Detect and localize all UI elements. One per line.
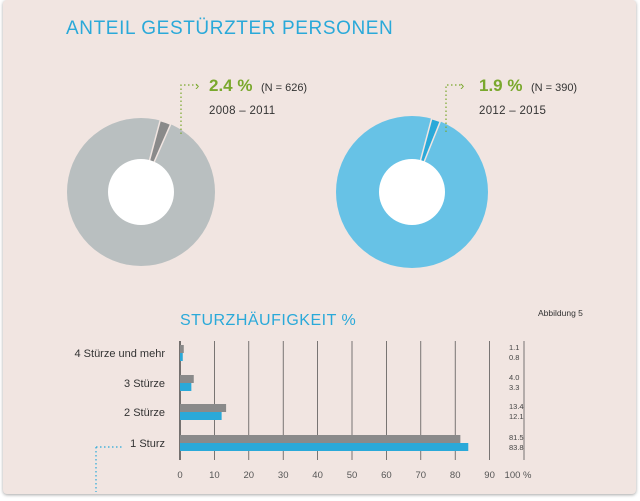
x-tick-label: 80 <box>450 470 461 481</box>
donut-hole <box>108 159 174 225</box>
chart-title: STURZHÄUFIGKEIT % <box>180 311 356 329</box>
donut-1-pct: 2.4 % <box>209 76 252 95</box>
x-tick-label: 100 % <box>505 470 532 481</box>
x-tick-label: 60 <box>381 470 392 481</box>
donut-chart-2008-2011 <box>67 118 215 266</box>
bar-series-2 <box>180 412 222 420</box>
bar-series-1 <box>180 404 227 412</box>
x-tick-label: 50 <box>347 470 358 481</box>
donut-2-n: (N = 390) <box>531 82 577 94</box>
donut-chart-2012-2015 <box>336 116 488 268</box>
arrow-right-icon: › <box>460 78 464 93</box>
value-label: 1.1 <box>509 343 519 352</box>
value-label: 4.0 <box>509 373 519 382</box>
category-label: 2 Stürze <box>124 407 165 419</box>
bar-series-2 <box>180 443 469 451</box>
bar-series-2 <box>180 383 192 391</box>
arrow-right-icon: › <box>195 78 199 93</box>
x-tick-label: 20 <box>244 470 255 481</box>
donut-2-period: 2012 – 2015 <box>479 105 546 117</box>
x-tick-label: 10 <box>209 470 220 481</box>
category-label: 4 Stürze und mehr <box>75 348 166 360</box>
bar-series-2 <box>180 353 183 361</box>
value-label: 12.1 <box>509 412 524 421</box>
value-label: 83.8 <box>509 443 524 452</box>
bar-series-1 <box>180 345 184 353</box>
callout-line <box>180 84 197 134</box>
category-label: 3 Stürze <box>124 378 165 390</box>
bar-chart: 0 10 20 30 40 50 60 70 80 90 100 % 4 Stürze und meh… <box>75 341 532 481</box>
donut-1-label: 2.4 % (N = 626) <box>209 76 307 95</box>
bar-series-1 <box>180 435 461 443</box>
bar-series-1 <box>180 375 194 383</box>
donut-1-period: 2008 – 2011 <box>209 105 275 117</box>
value-label: 13.4 <box>509 402 524 411</box>
donut-hole <box>379 159 445 225</box>
x-tick-label: 70 <box>416 470 427 481</box>
x-tick-label: 90 <box>484 470 495 481</box>
donut-2-label: 1.9 % (N = 390) <box>479 76 577 95</box>
x-tick-label: 40 <box>312 470 323 481</box>
value-label: 81.5 <box>509 433 524 442</box>
category-label: 1 Sturz <box>130 438 165 450</box>
figure-label: Abbildung 5 <box>538 308 583 318</box>
value-label: 0.8 <box>509 353 519 362</box>
main-title: ANTEIL GESTÜRZTER PERSONEN <box>66 18 393 39</box>
x-tick-label: 0 <box>177 470 182 481</box>
donut-1-n: (N = 626) <box>261 82 307 94</box>
value-label: 3.3 <box>509 383 519 392</box>
x-tick-label: 30 <box>278 470 289 481</box>
donut-2-pct: 1.9 % <box>479 76 522 95</box>
